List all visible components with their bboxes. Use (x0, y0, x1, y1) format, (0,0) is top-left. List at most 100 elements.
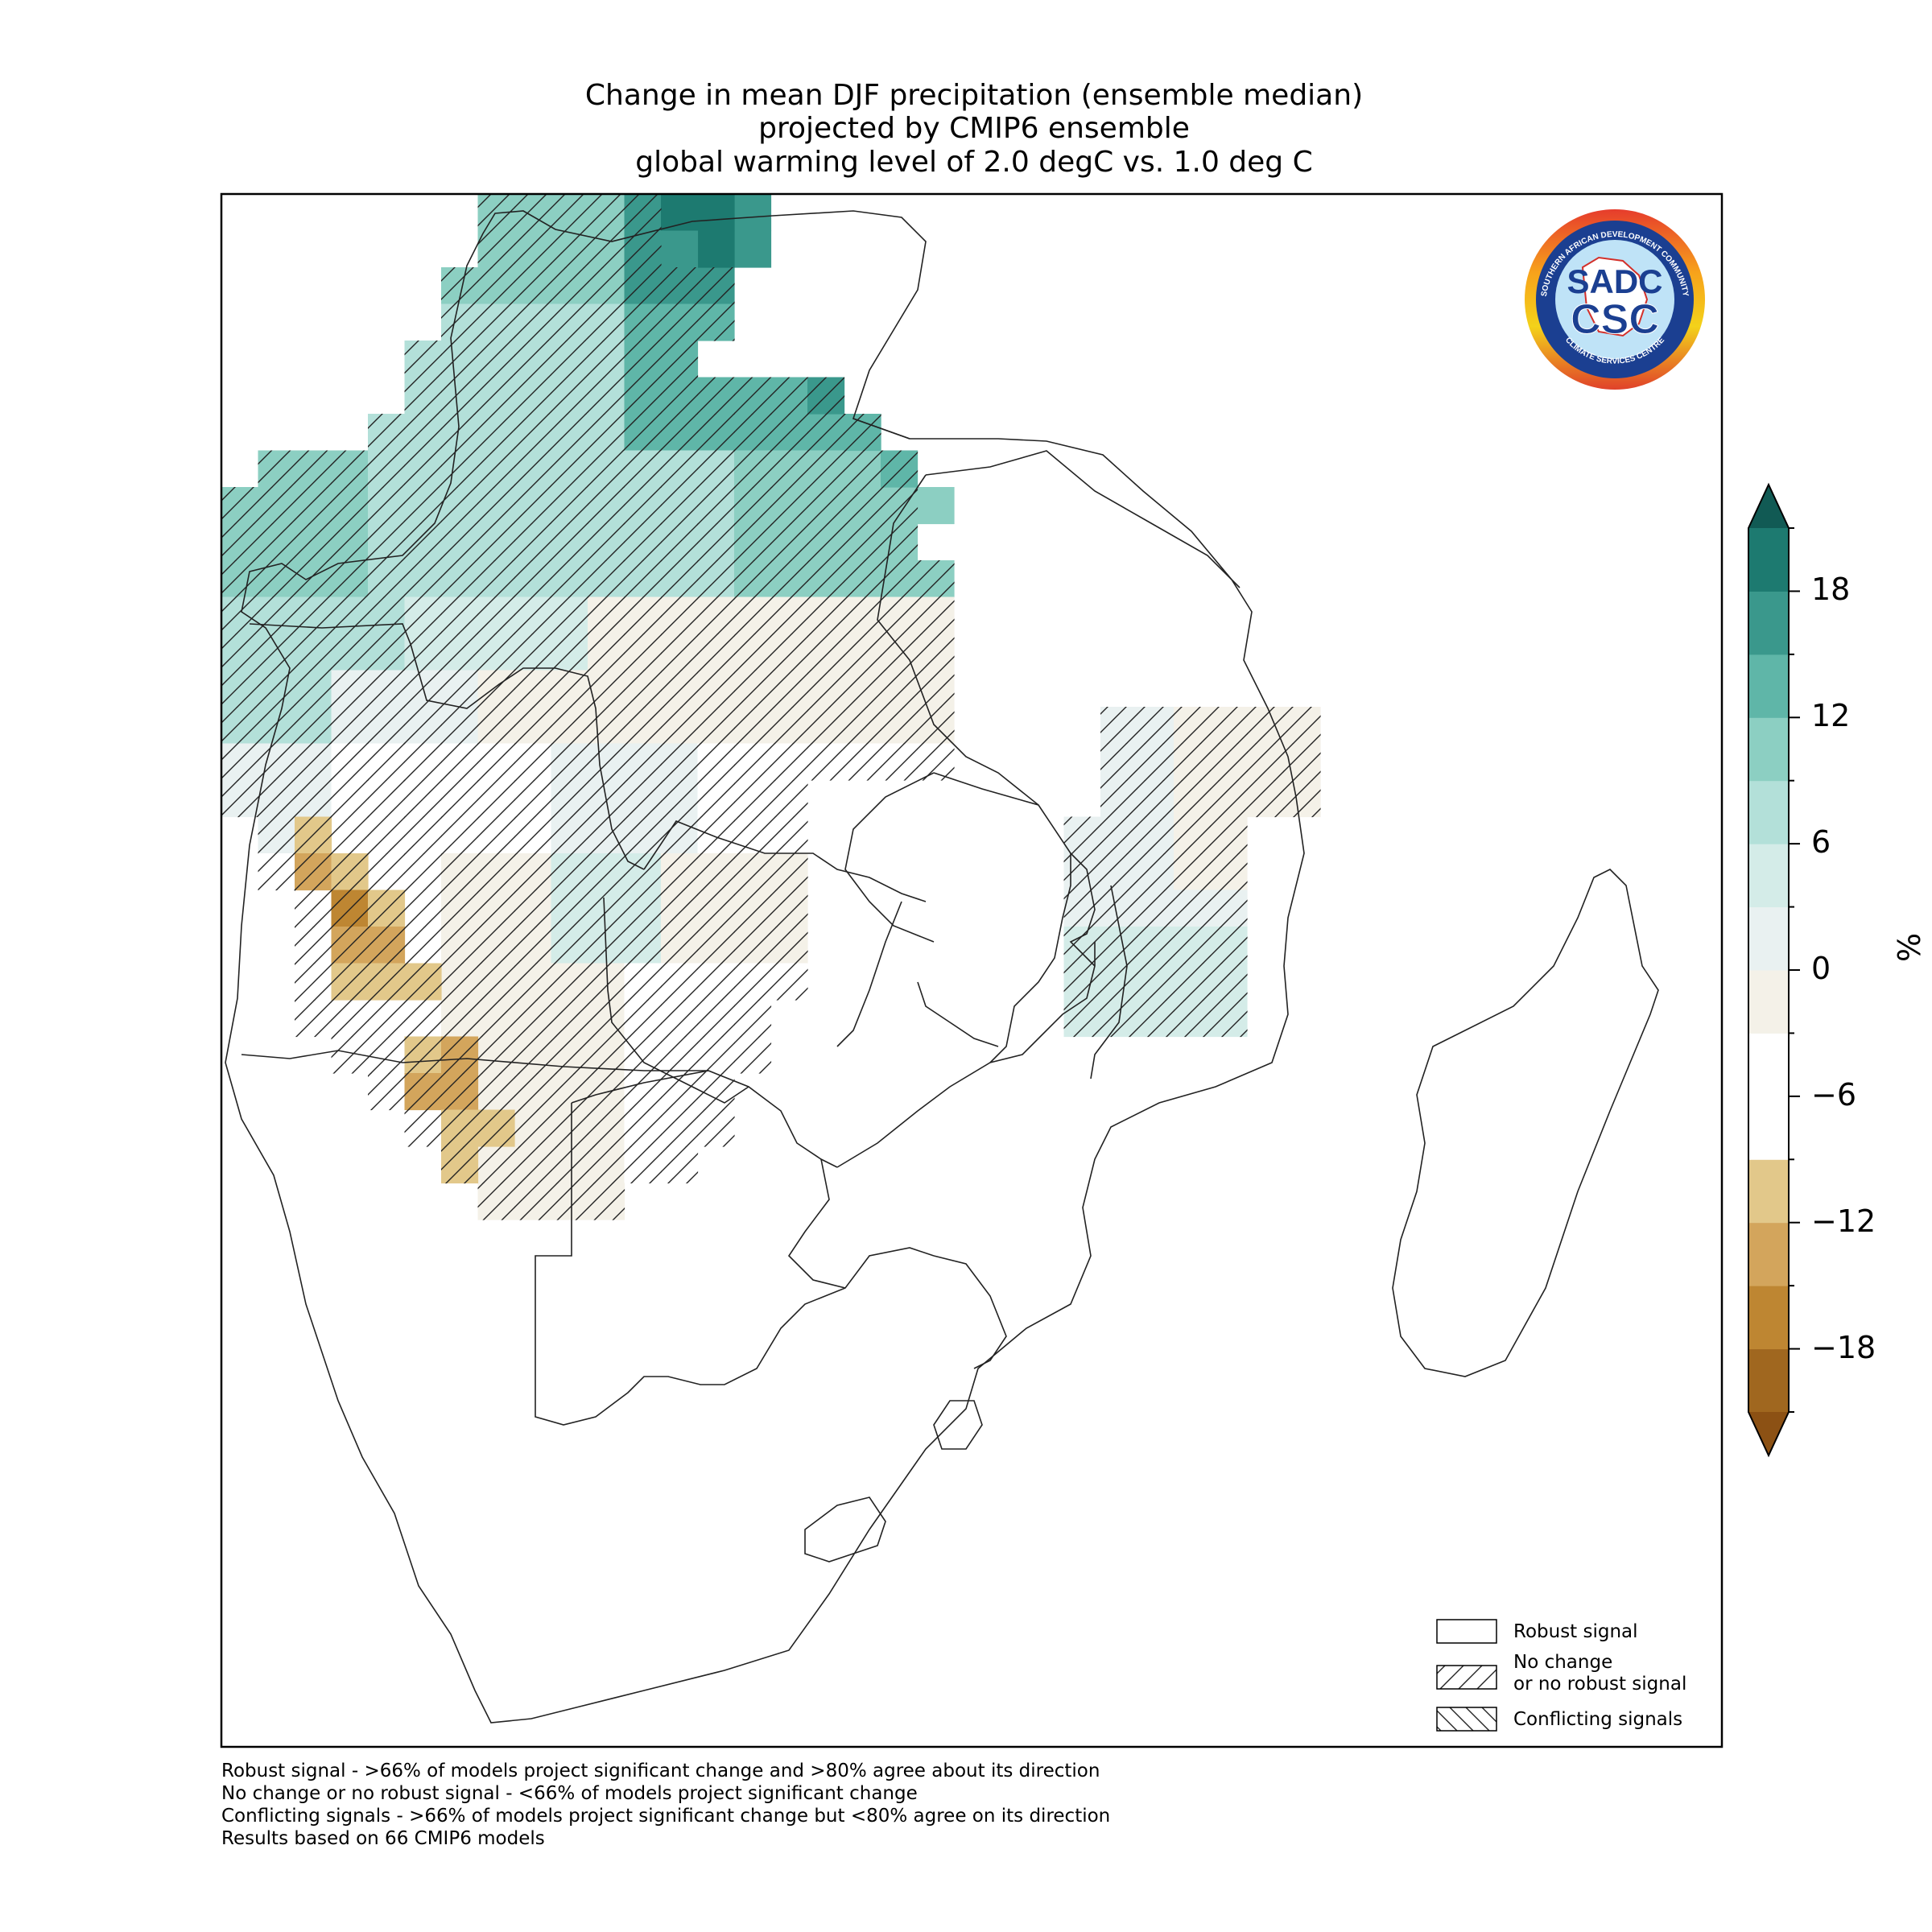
hatch-cell (551, 341, 588, 378)
hatch-cell (221, 707, 259, 745)
hatch-cell (551, 1183, 588, 1220)
hatch-cell (551, 963, 588, 1001)
hatch-cell (368, 523, 406, 561)
hatch-cell (258, 816, 295, 854)
hatch-cell (588, 1146, 625, 1184)
hatch-cell (551, 816, 588, 854)
hatch-cell (368, 597, 406, 634)
hatch-cell (551, 414, 588, 452)
hatch-cell (697, 927, 735, 964)
hatch-cell (258, 450, 295, 488)
hatch-cell (734, 853, 772, 891)
hatch-cell (477, 1036, 515, 1074)
legend: Robust signal No change or no robust sig… (1436, 1619, 1686, 1732)
hatch-cell (368, 743, 406, 781)
hatch-cell (807, 597, 845, 634)
hatch-cell (295, 707, 332, 745)
hatch-cell (368, 670, 406, 708)
hatch-cell (1137, 1000, 1174, 1038)
hatch-cell (514, 1036, 552, 1074)
hatch-cell (331, 597, 369, 634)
hatch-cell (404, 853, 442, 891)
hatch-cell (477, 1183, 515, 1220)
hatch-cell (258, 523, 295, 561)
hatch-cell (477, 523, 515, 561)
hatch-cell (514, 230, 552, 268)
colorbar-tick-label: 6 (1811, 824, 1831, 861)
hatch-cell (1210, 1000, 1248, 1038)
footnote-no-change: No change or no robust signal - <66% of … (221, 1783, 918, 1804)
hatch-cell (404, 560, 442, 598)
hatch-cell (624, 743, 662, 781)
hatch-cell (588, 634, 625, 671)
hatch-cell (624, 194, 662, 232)
hatch-cell (734, 377, 772, 415)
hatch-cell (477, 670, 515, 708)
hatch-cell (624, 1000, 662, 1038)
colorbar-tick-label: −18 (1811, 1329, 1876, 1365)
hatch-cell (807, 560, 845, 598)
hatch-cell (661, 450, 699, 488)
hatch-cell (881, 523, 919, 561)
hatch-cell (514, 1073, 552, 1111)
hatch-cell (404, 890, 442, 927)
hatch-cell (404, 816, 442, 854)
hatch-cell (1247, 780, 1285, 818)
map-area (221, 194, 1659, 1724)
hatch-cell (770, 927, 808, 964)
colorbar-segment (1748, 528, 1789, 592)
hatch-cell (551, 890, 588, 927)
hatch-cell (477, 1146, 515, 1184)
hatch-cell (844, 707, 881, 745)
hatch-cell (1210, 963, 1248, 1001)
hatch-cell (734, 707, 772, 745)
legend-label-no-change-2: or no robust signal (1513, 1674, 1686, 1695)
hatch-cell (624, 1109, 662, 1147)
hatch-cell (624, 341, 662, 378)
hatch-cell (477, 634, 515, 671)
grid-cell (917, 487, 955, 525)
hatch-cell (295, 890, 332, 927)
hatch-cell (514, 414, 552, 452)
hatch-cell (807, 707, 845, 745)
hatch-cell (477, 560, 515, 598)
hatch-cell (514, 670, 552, 708)
hatch-cell (551, 597, 588, 634)
colorbar-segment (1748, 717, 1789, 782)
hatch-cell (551, 927, 588, 964)
hatch-cell (734, 780, 772, 818)
hatch-cell (624, 487, 662, 525)
hatch-cell (661, 743, 699, 781)
hatch-cell (770, 780, 808, 818)
hatch-cell (441, 1109, 479, 1147)
colorbar-tick-label: 0 (1811, 951, 1831, 986)
hatch-cell (588, 707, 625, 745)
hatch-cell (624, 1146, 662, 1184)
hatch-cell (624, 377, 662, 415)
hatch-cell (368, 707, 406, 745)
legend-label-no-change-1: No change (1513, 1652, 1612, 1673)
hatch-cell (477, 1000, 515, 1038)
hatch-cell (477, 927, 515, 964)
hatch-cell (844, 560, 881, 598)
hatch-cell (588, 816, 625, 854)
hatch-cell (551, 634, 588, 671)
hatch-cell (1174, 1000, 1212, 1038)
hatch-cell (404, 707, 442, 745)
hatch-cell (1174, 816, 1212, 854)
hatch-cell (844, 743, 881, 781)
hatch-cell (295, 487, 332, 525)
hatch-cell (807, 414, 845, 452)
hatch-cell (551, 1000, 588, 1038)
hatch-cell (770, 560, 808, 598)
grid-cell (734, 194, 772, 232)
hatch-cell (295, 816, 332, 854)
hatch-cell (551, 303, 588, 341)
logo-mark-top: SADC (1567, 262, 1662, 300)
hatch-cell (404, 341, 442, 378)
hatch-cell (917, 634, 955, 671)
colorbar-segment (1748, 1286, 1789, 1350)
hatch-cell (441, 1073, 479, 1111)
colorbar-segment (1748, 591, 1789, 655)
hatch-cell (697, 743, 735, 781)
